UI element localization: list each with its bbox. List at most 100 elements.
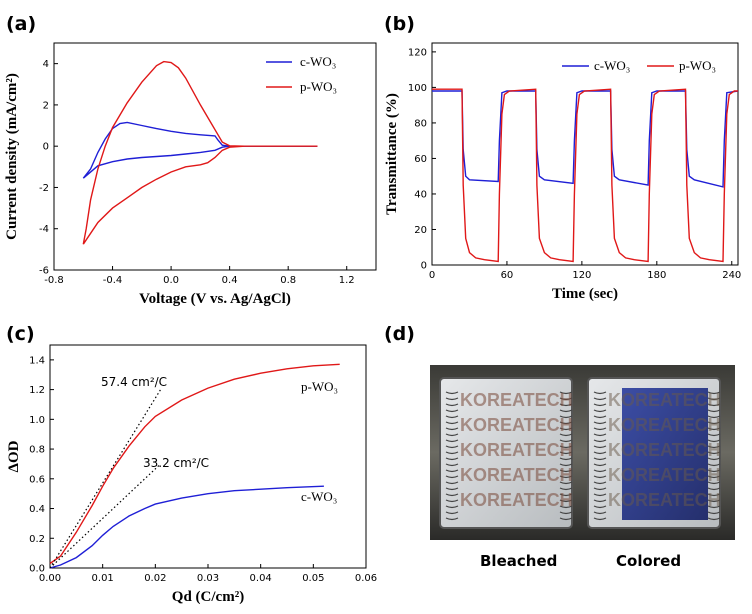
clip-spring-coil [707, 451, 721, 455]
clip-spring-coil [445, 475, 459, 479]
clip-spring-coil [593, 487, 607, 491]
clip-spring-coil [445, 427, 459, 431]
clip-spring-coil [593, 475, 607, 479]
series-line-pwo [432, 88, 738, 263]
series-line-pwo [49, 363, 340, 565]
x-tick-label: 120 [572, 270, 591, 281]
clip-spring-coil [445, 511, 459, 515]
y-tick-label: 0.4 [29, 504, 45, 515]
x-tick-label: 1.2 [339, 275, 355, 286]
y-axis-label: ΔOD [6, 440, 22, 472]
clip-spring-coil [559, 427, 573, 431]
clip-spring-coil [559, 463, 573, 467]
clip-spring-coil [707, 427, 721, 431]
y-tick-label: -4 [39, 224, 49, 235]
clip-spring-coil [559, 505, 573, 509]
chart-annotation: p-WO₃ [301, 379, 338, 394]
clip-spring-coil [445, 505, 459, 509]
clip-spring-coil [707, 421, 721, 425]
clip-spring-coil [559, 475, 573, 479]
chart-annotation: 33.2 cm²/C [143, 456, 209, 470]
clip-spring-coil [593, 451, 607, 455]
clip-spring-coil [445, 409, 459, 413]
clip-spring-coil [593, 415, 607, 419]
clip-spring-coil [593, 439, 607, 443]
fit-line [49, 389, 162, 569]
x-tick-label: 180 [647, 270, 666, 281]
y-tick-label: 0 [421, 261, 427, 272]
clip-spring-coil [707, 433, 721, 437]
colored-caption: Colored [616, 552, 681, 570]
x-tick-label: 0 [429, 270, 435, 281]
series-line-cwo [82, 121, 318, 179]
clip-spring-coil [593, 421, 607, 425]
y-axis-label: Current density (mA/cm²) [4, 73, 20, 240]
y-tick-label: 100 [408, 83, 427, 94]
clip-spring-coil [707, 463, 721, 467]
legend-label: p-WO₃ [300, 79, 337, 94]
x-tick-label: 0.01 [92, 573, 114, 584]
clip-spring-coil [559, 469, 573, 473]
x-tick-label: -0.8 [44, 275, 64, 286]
clip-spring-coil [445, 451, 459, 455]
clip-spring-coil [593, 481, 607, 485]
x-tick-label: -0.4 [103, 275, 123, 286]
x-axis-label: Time (sec) [552, 286, 618, 302]
clip-spring-coil [559, 481, 573, 485]
clip-spring-coil [593, 505, 607, 509]
clip-spring-coil [559, 421, 573, 425]
clip-spring-coil [593, 493, 607, 497]
clip-spring-coil [445, 499, 459, 503]
clip-spring-coil [707, 481, 721, 485]
clip-spring-coil [559, 409, 573, 413]
clip-spring-coil [559, 403, 573, 407]
clip-spring-coil [707, 487, 721, 491]
bleached-device [439, 377, 573, 529]
plot-frame [53, 42, 377, 271]
x-tick-label: 60 [501, 270, 514, 281]
y-tick-label: 60 [414, 154, 427, 165]
x-tick-label: 0.03 [197, 573, 219, 584]
logo-text: KOREATECH [460, 490, 573, 510]
clip-spring-coil [593, 463, 607, 467]
y-tick-label: 0.2 [29, 534, 45, 545]
clip-spring-coil [707, 403, 721, 407]
clip-spring-coil [559, 517, 573, 521]
clip-spring-coil [707, 415, 721, 419]
chart-cv: -0.8 -0.4 0.0 0.4 0.8 1.2 -6 -4 -2 0 2 4 Voltage (V … [4, 42, 377, 307]
logo-text: KOREATECH [608, 440, 721, 460]
clip-spring-coil [559, 487, 573, 491]
x-tick-label: 0.02 [144, 573, 166, 584]
y-tick-label: 0.0 [29, 564, 45, 575]
colored-region [622, 388, 708, 520]
clip-spring-coil [445, 469, 459, 473]
legend-label: c-WO₃ [594, 58, 630, 73]
clip-spring-coil [707, 475, 721, 479]
clip-spring-coil [707, 517, 721, 521]
y-tick-label: 40 [414, 189, 427, 200]
clip-spring-coil [445, 391, 459, 395]
logo-text: KOREATECH [460, 440, 573, 460]
series-line-cwo [432, 90, 739, 188]
clip-spring-coil [593, 499, 607, 503]
legend-label: c-WO₃ [300, 54, 336, 69]
clip-spring-coil [707, 409, 721, 413]
clip-spring-coil [593, 469, 607, 473]
clip-spring-coil [445, 457, 459, 461]
series-line-pwo [82, 60, 318, 245]
legend-label: p-WO₃ [679, 58, 716, 73]
clip-spring-coil [707, 511, 721, 515]
x-axis-label: Qd (C/cm²) [172, 589, 244, 605]
y-tick-label: 2 [43, 100, 49, 111]
chart-annotation: c-WO₃ [301, 489, 337, 504]
y-tick-label: -6 [39, 266, 49, 277]
clip-spring-coil [559, 433, 573, 437]
clip-spring-coil [445, 433, 459, 437]
clip-spring-coil [559, 499, 573, 503]
clip-spring-coil [593, 511, 607, 515]
plot-frame [431, 42, 739, 266]
x-axis-label: Voltage (V vs. Ag/AgCl) [139, 291, 291, 307]
clip-spring-coil [445, 415, 459, 419]
clip-spring-coil [707, 391, 721, 395]
